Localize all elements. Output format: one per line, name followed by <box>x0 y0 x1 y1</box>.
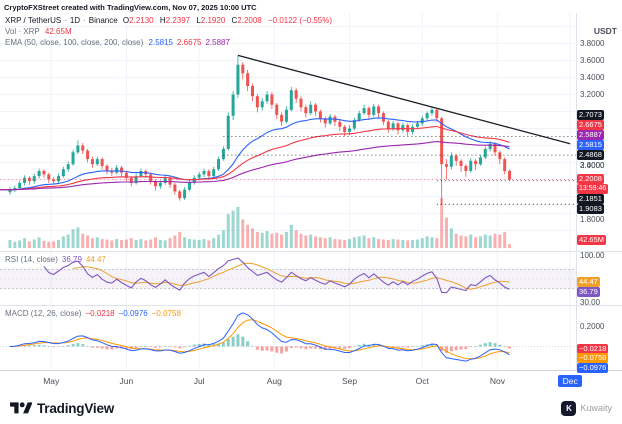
macd-tick: 0.2000 <box>580 321 605 331</box>
publisher-credit: K Kuwaity <box>561 400 612 416</box>
price-badge-countdown: 13:59:46 <box>577 184 609 195</box>
price-badge-level: 2.1851 <box>577 194 604 205</box>
rsi-value: 44.47 <box>85 255 106 264</box>
macd-value: −0.0218 <box>85 309 115 318</box>
macd-badge: −0.0976 <box>577 362 609 373</box>
price-tick: 2.4000 <box>580 161 605 171</box>
price-axis[interactable]: USDT 2.7073 2.6675 2.5887 2.5815 2.4868 2.200… <box>576 13 622 392</box>
macd-badge: −0.0758 <box>577 353 609 364</box>
attribution-text: CryptoFXStreet created with TradingView.… <box>4 2 257 12</box>
price-badge-ema50: 2.5815 <box>577 140 604 151</box>
price-tick: 3.0000 <box>580 161 605 171</box>
high-value: H2.2397 <box>159 16 191 25</box>
ema-value: 2.6675 <box>177 38 202 47</box>
ema-value: 2.5815 <box>148 38 173 47</box>
macd-legend: MACD (12, 26, close) −0.0218 −0.0976 −0.075… <box>5 309 189 318</box>
separator: · <box>64 16 67 25</box>
rsi-title: RSI (14, close) <box>5 255 58 264</box>
time-axis-month: Aug <box>266 376 282 386</box>
price-tick: 1.8000 <box>580 215 605 225</box>
candlestick-series <box>8 55 512 205</box>
tradingview-wordmark: TradingView <box>37 400 115 416</box>
macd-value: −0.0758 <box>151 309 181 318</box>
close-value: C2.2008 <box>231 16 262 25</box>
time-axis-month: Jun <box>119 376 134 386</box>
time-axis-month: Jul <box>193 376 205 386</box>
chart-plot[interactable] <box>0 13 622 392</box>
symbol-name: XRP / TetherUS <box>5 16 62 25</box>
grid-lines <box>0 13 576 370</box>
macd-pane <box>0 312 576 362</box>
price-badge-ema100: 2.6675 <box>577 120 604 131</box>
rsi-badge: 36.79 <box>577 286 600 297</box>
time-axis-month: Sep <box>341 376 358 386</box>
tradingview-logo-icon <box>10 401 32 413</box>
time-axis-month: Nov <box>489 376 505 386</box>
macd-title: MACD (12, 26, close) <box>5 309 82 318</box>
symbol-row: XRP / TetherUS · 1D · Binance O2.2130 H2.239… <box>5 15 335 26</box>
change-value: −0.0122 (−0.55%) <box>267 16 333 25</box>
kuwaity-logo: K <box>561 400 577 416</box>
price-tick: 3.8000 <box>580 39 605 48</box>
quote-currency-label: USDT <box>593 26 617 36</box>
price-tick: 3.4000 <box>580 73 605 82</box>
volume-value: 42.65M <box>44 27 72 36</box>
macd-values: −0.0218 −0.0976 −0.0758 <box>85 309 184 318</box>
separator: · <box>83 16 86 25</box>
rsi-legend: RSI (14, close) 36.79 44.47 <box>5 255 114 264</box>
volume-series <box>8 198 512 248</box>
ema-values: 2.5815 2.6675 2.5887 <box>149 38 234 47</box>
rsi-value: 36.79 <box>61 255 82 264</box>
time-axis-month: Oct <box>415 376 429 386</box>
ema-label: EMA (50, close, 100, close, 200, close) <box>5 38 144 47</box>
volume-badge: 42.65M <box>577 235 607 245</box>
rsi-values: 36.79 44.47 <box>62 255 110 264</box>
price-badge-current: 2.2008 <box>577 174 604 185</box>
time-axis[interactable]: May Jun Jul Aug Sep Oct Nov Dec <box>0 370 583 392</box>
rsi-badge: 44.47 <box>577 276 600 287</box>
price-badge-level: 2.4868 <box>577 150 604 161</box>
volume-label: Vol · XRP <box>5 27 40 36</box>
macd-badge: −0.0218 <box>577 343 609 354</box>
interval-label: 1D <box>69 16 81 25</box>
ema-value: 2.5887 <box>205 38 230 47</box>
ema-lines <box>0 117 510 191</box>
open-value: O2.2130 <box>122 16 154 25</box>
ema-row: EMA (50, close, 100, close, 200, close) … <box>5 37 335 48</box>
time-axis-month: May <box>43 376 60 386</box>
volume-row: Vol · XRP 42.65M <box>5 26 335 37</box>
publisher-name: Kuwaity <box>580 403 612 413</box>
price-badge-level: 1.9083 <box>577 204 604 215</box>
low-value: L2.1920 <box>196 16 226 25</box>
rsi-tick: 30.00 <box>580 297 601 307</box>
drawings <box>0 54 576 205</box>
exchange-label: Binance <box>88 16 118 25</box>
price-badge-ema200: 2.5887 <box>577 130 604 141</box>
price-tick: 3.6000 <box>580 56 605 65</box>
time-axis-month: Dec <box>558 375 583 387</box>
rsi-pane <box>0 257 576 294</box>
price-tick: 3.2000 <box>580 90 605 99</box>
tradingview-brand[interactable]: TradingView <box>10 400 114 417</box>
rsi-tick: 100.00 <box>580 250 605 260</box>
macd-value: −0.0976 <box>118 309 148 318</box>
footer-bar: TradingView K Kuwaity <box>0 392 622 424</box>
chart-area: XRP / TetherUS · 1D · Binance O2.2130 H2.239… <box>0 13 622 392</box>
price-badge-level: 2.7073 <box>577 110 604 121</box>
main-legend: XRP / TetherUS · 1D · Binance O2.2130 H2.239… <box>5 15 335 48</box>
pane-separators <box>0 13 622 371</box>
